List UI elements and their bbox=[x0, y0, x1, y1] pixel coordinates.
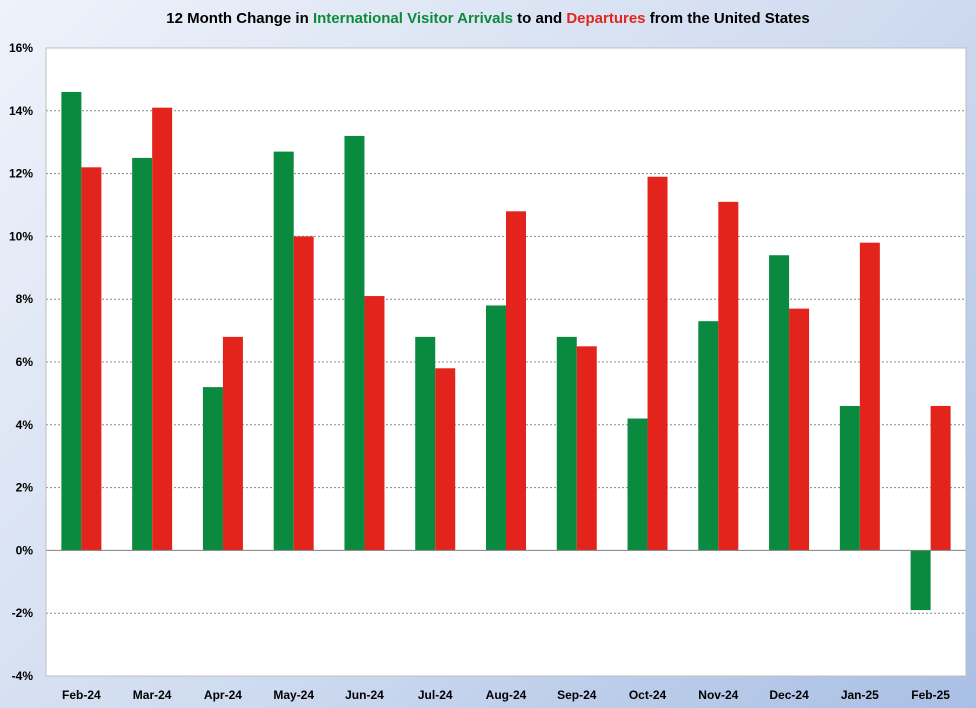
y-tick-label: 0% bbox=[16, 543, 34, 557]
departures-bar bbox=[81, 167, 102, 551]
chart-title-part: from the United States bbox=[645, 10, 810, 27]
y-tick-label: 2% bbox=[16, 481, 34, 495]
y-tick-label: 4% bbox=[16, 418, 34, 432]
plot-border bbox=[45, 47, 967, 677]
x-tick-label: Dec-24 bbox=[769, 688, 809, 702]
y-tick-label: 8% bbox=[16, 292, 34, 306]
arrivals-bar bbox=[486, 305, 506, 551]
departures-bar bbox=[152, 107, 173, 551]
chart-title-part: Departures bbox=[566, 10, 646, 27]
arrivals-bar bbox=[132, 157, 153, 551]
y-tick-label: -4% bbox=[12, 669, 34, 683]
x-tick-label: Oct-24 bbox=[629, 688, 667, 702]
x-tick-label: Jan-25 bbox=[841, 688, 879, 702]
y-tick-label: -2% bbox=[12, 606, 34, 620]
departures-bar bbox=[718, 201, 739, 551]
chart-title-part: to and bbox=[513, 10, 567, 27]
x-tick-label: Feb-25 bbox=[911, 688, 950, 702]
arrivals-bar bbox=[344, 135, 365, 551]
departures-bar bbox=[293, 236, 314, 551]
x-tick-label: May-24 bbox=[273, 688, 314, 702]
departures-bar bbox=[789, 308, 810, 551]
x-tick-label: Aug-24 bbox=[486, 688, 527, 702]
departures-bar bbox=[930, 405, 951, 551]
y-tick-label: 10% bbox=[9, 229, 33, 243]
arrivals-bar bbox=[910, 550, 931, 611]
chart-title-part: International Visitor Arrivals bbox=[312, 10, 513, 27]
departures-bar bbox=[435, 368, 456, 551]
x-tick-label: Jul-24 bbox=[418, 688, 453, 702]
departures-bar bbox=[576, 346, 597, 551]
chart-title-part: 12 Month Change in bbox=[166, 10, 313, 27]
arrivals-bar bbox=[769, 255, 790, 551]
x-tick-label: Nov-24 bbox=[698, 688, 738, 702]
y-tick-label: 12% bbox=[9, 167, 33, 181]
arrivals-bar bbox=[698, 321, 719, 551]
y-tick-label: 14% bbox=[9, 104, 33, 118]
arrivals-bar bbox=[202, 387, 223, 551]
x-tick-label: Feb-24 bbox=[62, 688, 101, 702]
y-tick-label: 16% bbox=[9, 41, 33, 55]
arrivals-bar bbox=[839, 405, 860, 551]
arrivals-bar bbox=[556, 336, 577, 551]
departures-bar bbox=[222, 336, 243, 551]
departures-bar bbox=[506, 211, 526, 551]
x-tick-label: Jun-24 bbox=[345, 688, 384, 702]
x-tick-label: Mar-24 bbox=[133, 688, 172, 702]
chart-title: 12 Month Change in International Visitor… bbox=[0, 10, 976, 27]
arrivals-bar bbox=[61, 91, 82, 551]
arrivals-bar bbox=[627, 418, 648, 551]
x-tick-label: Sep-24 bbox=[557, 688, 597, 702]
departures-bar bbox=[647, 176, 668, 551]
x-tick-label: Apr-24 bbox=[204, 688, 242, 702]
arrivals-bar bbox=[415, 336, 436, 551]
y-tick-label: 6% bbox=[16, 355, 34, 369]
departures-bar bbox=[364, 296, 385, 551]
departures-bar bbox=[859, 242, 880, 551]
arrivals-bar bbox=[273, 151, 294, 551]
